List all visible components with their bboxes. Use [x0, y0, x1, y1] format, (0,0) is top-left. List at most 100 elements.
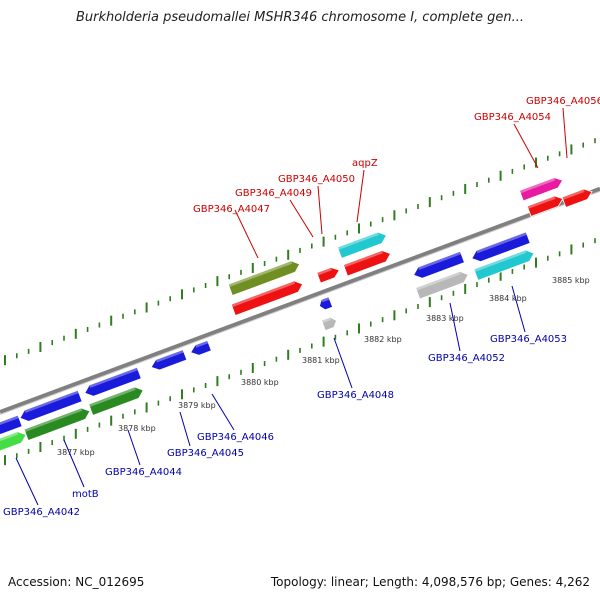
map-title: Burkholderia pseudomallei MSHR346 chromo… [75, 10, 525, 25]
gene-a4045-green-shape[interactable] [88, 385, 146, 416]
bottom-leader-line [179, 411, 191, 447]
scale-tick-label: 3881 kbp [302, 356, 340, 365]
gene-a4044-green-shape[interactable] [23, 406, 92, 441]
bottom-gene-label[interactable]: GBP346_A4042 [3, 507, 80, 518]
bottom-gene-label[interactable]: GBP346_A4053 [490, 334, 567, 345]
gene-a4052-gray-shine [415, 271, 461, 291]
gene-a4052-blue[interactable] [412, 250, 465, 280]
gene-a4048-blue[interactable] [317, 296, 334, 311]
chromosome-backbone [0, 186, 600, 415]
gene-a4053-blue-shape[interactable] [470, 231, 531, 264]
backbone-line [0, 186, 600, 414]
top-gene-label[interactable]: GBP346_A4047 [193, 204, 270, 215]
bottom-gene-label[interactable]: motB [72, 489, 99, 500]
scale-tick-label: 3878 kbp [118, 424, 156, 433]
bottom-gene-label[interactable]: GBP346_A4048 [317, 390, 394, 401]
gene-a4050-shape[interactable] [316, 265, 341, 284]
bottom-leader-line [511, 285, 526, 333]
gene-a4045-blue[interactable] [149, 349, 188, 373]
scale-tick-label: 3882 kbp [364, 335, 402, 344]
gene-left-blue-shine [0, 415, 20, 426]
top-leader-line [289, 199, 314, 238]
gene-a4054-shine [519, 177, 556, 194]
top-gene-label[interactable]: GBP346_A4054 [474, 112, 551, 123]
gene-a4048-gray[interactable] [321, 315, 339, 332]
gene-aqpz-cyan-shine [337, 232, 379, 250]
top-gene-label[interactable]: GBP346_A4050 [278, 174, 355, 185]
accession-text: Accession: NC_012695 [8, 575, 145, 589]
gene-motb-blue[interactable] [83, 366, 142, 398]
gene-a4047-red-shine [231, 280, 296, 308]
gene-a4046-blue-shine [195, 340, 209, 348]
top-leader-line [513, 123, 539, 169]
gene-aqpz-cyan-shape[interactable] [336, 230, 388, 259]
gene-a4048-gray-shape[interactable] [321, 315, 339, 332]
gene-a4053-cyan-shape[interactable] [473, 248, 536, 281]
top-leader-line [317, 185, 323, 235]
gene-a4053-cyan[interactable] [473, 248, 536, 281]
gene-a4050-shine [316, 267, 332, 276]
gene-aqpz-red[interactable] [342, 248, 392, 277]
gene-motb-blue-shape[interactable] [83, 366, 142, 398]
gene-a4056[interactable] [561, 187, 594, 208]
gene-labels[interactable]: GBP346_A4047 GBP346_A4049 GBP346_A4050 aqpZ… [3, 96, 600, 518]
top-gene-label[interactable]: GBP346_A4049 [235, 188, 312, 199]
gene-a4045-green[interactable] [88, 385, 146, 416]
gene-a4052-blue-shine [418, 251, 462, 270]
gene-lightgreen[interactable] [0, 429, 28, 452]
gene-features[interactable] [0, 175, 594, 452]
gene-a4047-olive-shape[interactable] [227, 258, 302, 297]
top-leader-line [562, 107, 568, 159]
gene-a4045-blue-shape[interactable] [149, 349, 188, 373]
bottom-leader-line [63, 439, 85, 488]
gene-a4053-blue[interactable] [470, 231, 531, 264]
gene-a4054-red-shape[interactable] [526, 194, 565, 217]
bottom-gene-label[interactable]: GBP346_A4044 [105, 467, 182, 478]
gene-a4047-red[interactable] [230, 278, 305, 317]
gene-a4045-blue-shine [155, 349, 184, 363]
scale-tick-label: 3885 kbp [552, 276, 590, 285]
gene-a4052-blue-shape[interactable] [412, 250, 465, 280]
gene-a4048-blue-shape[interactable] [317, 296, 334, 311]
gene-a4047-red-shape[interactable] [230, 278, 305, 317]
bottom-leader-line [211, 393, 235, 431]
scale-tick-label: 3884 kbp [489, 294, 527, 303]
gene-a4042-blue[interactable] [18, 389, 83, 424]
gene-a4054-red-shine [527, 196, 556, 209]
gene-a4047-olive[interactable] [227, 258, 302, 297]
gene-a4056-shape[interactable] [561, 187, 594, 208]
gene-a4044-green[interactable] [23, 406, 92, 441]
top-gene-label[interactable]: aqpZ [352, 158, 378, 169]
bottom-leader-line [127, 429, 141, 466]
gene-left-blue[interactable] [0, 414, 23, 437]
gene-a4054-red[interactable] [526, 194, 565, 217]
gene-a4042-blue-shape[interactable] [18, 389, 83, 424]
bottom-leader-line [15, 457, 39, 506]
scale-tick-label: 3879 kbp [178, 401, 216, 410]
gene-a4056-shine [562, 189, 585, 200]
gene-a4054[interactable] [518, 175, 564, 202]
bottom-gene-label[interactable]: GBP346_A4045 [167, 448, 244, 459]
top-leader-line [356, 169, 365, 223]
gene-a4048-gray-shine [321, 317, 332, 324]
gene-a4044-green-shine [24, 407, 83, 433]
gene-left-blue-shape[interactable] [0, 414, 23, 437]
top-gene-label[interactable]: GBP346_A4056 [526, 96, 600, 107]
gene-a4052-gray-shape[interactable] [415, 269, 471, 300]
bottom-gene-label[interactable]: GBP346_A4046 [197, 432, 274, 443]
gene-a4046-blue[interactable] [189, 339, 212, 357]
scale-labels: 3877 kbp 3878 kbp 3879 kbp 3880 kbp 3881 kbp… [57, 276, 590, 457]
gene-motb-blue-shine [89, 367, 139, 388]
gene-lightgreen-shape[interactable] [0, 429, 28, 452]
gene-aqpz-red-shape[interactable] [342, 248, 392, 277]
gene-a4046-blue-shape[interactable] [189, 339, 212, 357]
scale-tick-label: 3883 kbp [426, 314, 464, 323]
gene-a4050[interactable] [316, 265, 341, 284]
gene-aqpz-cyan[interactable] [336, 230, 388, 259]
top-leader-line [234, 209, 259, 259]
bottom-gene-label[interactable]: GBP346_A4052 [428, 353, 505, 364]
gene-a4052-gray[interactable] [415, 269, 471, 300]
gene-a4048-blue-shine [321, 296, 330, 303]
gene-a4054-shape[interactable] [518, 175, 564, 202]
